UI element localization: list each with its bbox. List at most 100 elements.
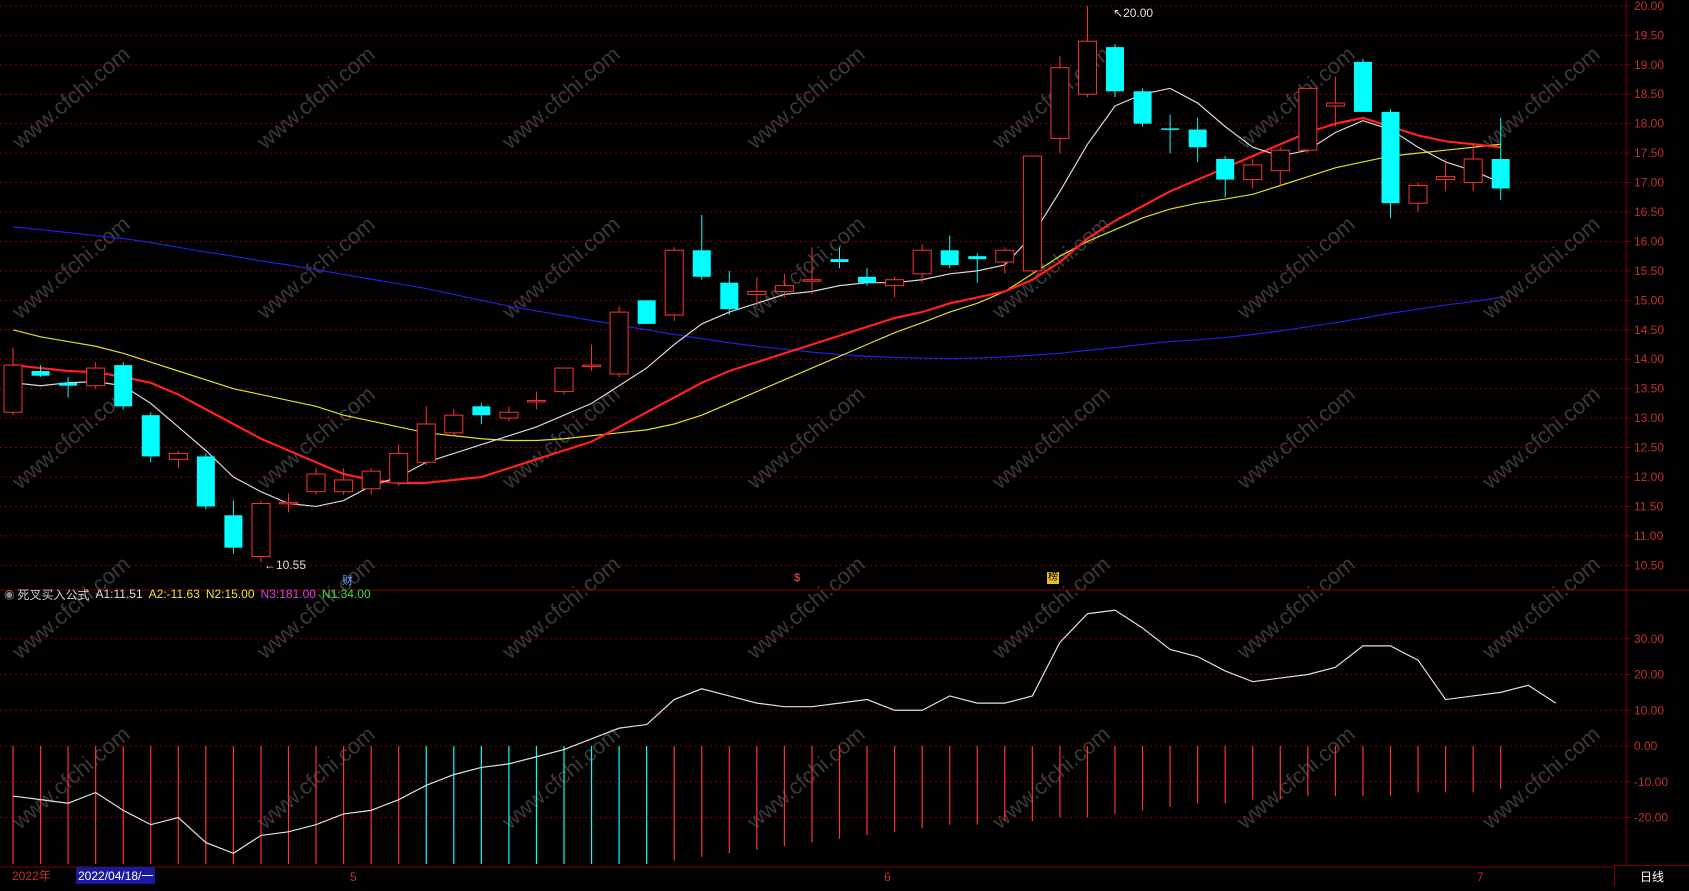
candle <box>361 468 381 495</box>
candle <box>224 500 243 554</box>
watermark-text: www.cfchi.com <box>496 41 624 154</box>
event-marker-finance[interactable]: 财 <box>342 575 353 587</box>
n3-value: 181.00 <box>279 587 316 601</box>
price-tick-label: 19.50 <box>1634 28 1664 42</box>
candle <box>526 391 546 410</box>
a2-label: A2: <box>148 587 167 601</box>
watermark-text: www.cfchi.com <box>1231 551 1359 664</box>
candle <box>609 306 629 377</box>
watermark-text: www.cfchi.com <box>741 41 869 154</box>
price-tick-label: 15.50 <box>1634 264 1664 278</box>
candle <box>114 362 133 410</box>
candle <box>3 347 23 416</box>
candle <box>1325 76 1345 127</box>
candle-body <box>774 285 794 293</box>
candle-body <box>1381 111 1400 204</box>
osc-tick-label: 20.00 <box>1634 668 1664 682</box>
watermark-text: www.cfchi.com <box>741 551 869 664</box>
candle-body <box>1216 159 1235 180</box>
month-label-6: 6 <box>884 870 891 884</box>
candle <box>554 367 574 395</box>
price-tick-label: 16.00 <box>1634 234 1664 248</box>
indicator-settings-icon[interactable]: ◉ <box>4 587 15 601</box>
n1-value: 34.00 <box>340 587 371 601</box>
candle <box>747 276 767 307</box>
candle <box>59 376 78 398</box>
candle <box>1216 156 1235 198</box>
n2-value: 15.00 <box>224 587 255 601</box>
price-tick-label: 18.50 <box>1634 87 1664 101</box>
candle <box>1270 147 1290 186</box>
candle-body <box>1270 149 1290 172</box>
candle <box>1298 87 1318 154</box>
candle <box>1381 108 1400 218</box>
event-marker-ranking[interactable]: 榜 <box>1047 572 1059 584</box>
osc-tick-label: -20.00 <box>1634 811 1668 825</box>
candle <box>444 409 464 436</box>
candle <box>1491 117 1510 201</box>
candle-body <box>499 411 519 419</box>
candle-body <box>582 364 602 368</box>
watermark-text: www.cfchi.com <box>1476 551 1604 664</box>
candle <box>499 406 519 422</box>
candle <box>582 344 602 371</box>
candle <box>1133 88 1152 127</box>
candle-body <box>526 399 546 403</box>
price-tick-label: 18.00 <box>1634 117 1664 131</box>
candle <box>251 500 271 563</box>
candle <box>1436 159 1456 192</box>
a1-value: 11.51 <box>113 587 143 601</box>
candle-body <box>1408 185 1428 204</box>
y-axis-labels: 10.50 11.00 11.50 12.00 12.50 13.00 13.50 14.00… <box>1626 0 1668 825</box>
candle <box>141 412 160 463</box>
candle-body <box>196 456 215 507</box>
watermark-text: www.cfchi.com <box>251 211 379 324</box>
candle <box>940 235 959 268</box>
candle <box>637 300 656 324</box>
candle-body <box>940 250 959 265</box>
event-marker-dollar[interactable]: $ <box>794 572 801 584</box>
candle-body <box>389 452 409 484</box>
candle-body <box>1188 129 1207 148</box>
candle-body <box>1077 40 1097 95</box>
candle <box>1243 159 1263 189</box>
grid-layer <box>0 5 1626 819</box>
candle-body <box>858 276 877 283</box>
ma10-line <box>12 116 1501 484</box>
candle-body <box>1325 102 1345 107</box>
candle-body <box>995 249 1015 263</box>
watermark-text: www.cfchi.com <box>496 551 624 664</box>
candle-body <box>306 473 326 493</box>
candle <box>389 444 409 486</box>
price-tick-label: 20.00 <box>1634 0 1664 13</box>
candle-body <box>334 479 354 493</box>
low-price-label: 10.55 <box>276 558 307 572</box>
oscillator-panel <box>12 609 1557 864</box>
candle <box>1077 5 1097 98</box>
ma20-line <box>12 143 1501 442</box>
watermark-text: www.cfchi.com <box>6 41 134 154</box>
candle-body <box>86 367 106 387</box>
candle-body <box>59 382 78 386</box>
candle <box>86 362 106 389</box>
candle <box>912 244 932 283</box>
candlestick-series <box>3 5 1510 563</box>
candle-body <box>747 291 767 295</box>
candle <box>1050 55 1070 154</box>
watermark-text: www.cfchi.com <box>1476 41 1604 154</box>
period-button[interactable]: 日线 <box>1614 865 1689 886</box>
candle-body <box>968 256 987 260</box>
candle <box>774 273 794 298</box>
year-label: 2022年 <box>12 869 51 883</box>
candle <box>995 247 1015 274</box>
candle <box>31 365 50 377</box>
indicator-name[interactable]: 死叉买入公式 <box>17 587 90 602</box>
candle-body <box>416 423 436 463</box>
candle <box>1106 44 1124 98</box>
candle <box>858 267 877 286</box>
watermark-text: www.cfchi.com <box>1231 211 1359 324</box>
candle-body <box>224 515 243 548</box>
candle-body <box>1161 128 1180 130</box>
watermark-text: www.cfchi.com <box>6 551 134 664</box>
